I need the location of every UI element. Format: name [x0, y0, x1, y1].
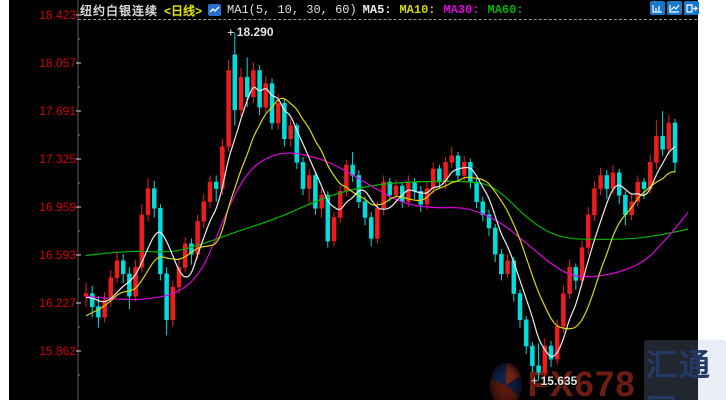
y-axis-label: 16.227: [39, 296, 76, 310]
ma10-line: [85, 97, 676, 330]
watermark: FX678 汇通网: [490, 340, 726, 400]
y-axis-label: 15.862: [39, 344, 76, 358]
low-price-annotation: 15.635: [540, 373, 578, 388]
top-dashed-gridline: [78, 19, 697, 20]
fx678-logo-icon: [490, 363, 522, 400]
chart-compare-icon[interactable]: [667, 1, 682, 15]
period-label: <日线>: [164, 3, 203, 18]
ma-legend-ma30: MA30:: [443, 3, 480, 17]
y-axis-label: 17.691: [39, 104, 76, 118]
y-axis-label: 16.959: [39, 200, 76, 214]
ma5-line: [85, 86, 676, 358]
chart-canvas-background: [9, 0, 698, 400]
y-axis-label: 18.057: [39, 56, 76, 70]
ma-legend: MA5: MA10: MA30: MA60:: [363, 3, 524, 17]
chart-header-bar: 纽约白银连续 <日线> MA1(5, 10, 30, 60) MA5: MA10:…: [80, 2, 524, 18]
instrument-title: 纽约白银连续: [80, 3, 159, 18]
indicator-label: MA1(5, 10, 30, 60): [227, 3, 357, 17]
ma-legend-ma5: MA5:: [362, 3, 392, 17]
y-axis-label: 16.593: [39, 248, 76, 262]
high-price-annotation: 18.290: [236, 25, 274, 40]
watermark-brand-cn: 汇通网: [643, 340, 726, 400]
chart-toolbar: [650, 1, 699, 15]
chart-panel-icon[interactable]: [650, 1, 665, 15]
mini-chart-icon[interactable]: [208, 4, 222, 16]
ma-legend-ma10: MA10:: [399, 3, 436, 17]
ma60-line: [85, 180, 689, 257]
expand-right-icon[interactable]: [684, 1, 699, 15]
y-axis-label: 18.423: [39, 8, 76, 22]
ma30-line: [85, 152, 689, 301]
y-axis-label: 17.325: [39, 152, 76, 166]
ma-legend-ma60: MA60:: [487, 3, 524, 17]
